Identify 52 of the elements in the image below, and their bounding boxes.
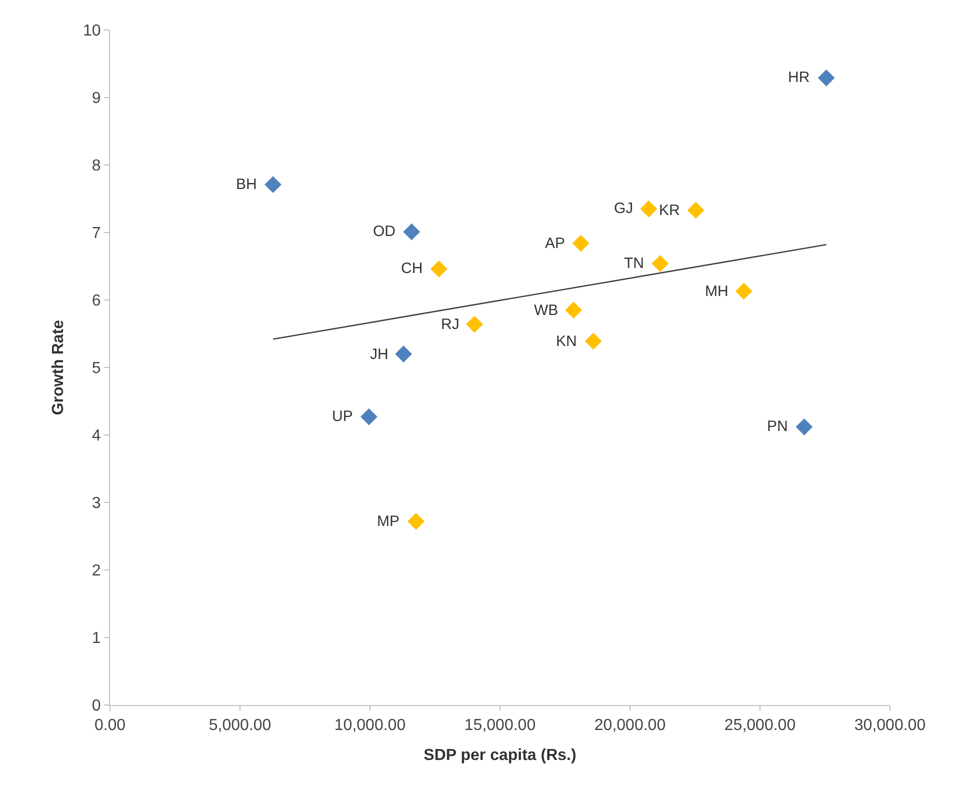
x-tick-label: 10,000.00: [334, 717, 406, 734]
annotation: WB: [534, 302, 558, 319]
point: [466, 316, 483, 333]
annotation: MP: [377, 513, 400, 530]
annotation: AP: [545, 235, 566, 252]
point: [652, 255, 669, 272]
annotation: GJ: [614, 200, 634, 217]
x-tick-label: 0.00: [94, 717, 126, 734]
annotation: KR: [659, 202, 680, 219]
point: [565, 302, 582, 319]
annotation: TN: [624, 255, 644, 272]
point: [735, 282, 752, 300]
x-tick-label: 25,000.00: [724, 717, 796, 734]
x-axis-title: SDP per capita (Rs.): [424, 746, 576, 764]
x-tick-label: 15,000.00: [464, 717, 536, 734]
point: [360, 408, 378, 426]
x-tick-label: 5,000.00: [208, 717, 272, 734]
annotation: OD: [373, 223, 396, 240]
point: [403, 223, 420, 240]
y-tick-label: 3: [92, 495, 101, 512]
annotation: MH: [705, 283, 728, 300]
y-tick-label: 10: [83, 22, 101, 40]
x-tick-label: 30,000.00: [854, 717, 926, 734]
y-tick-label: 7: [92, 225, 101, 242]
point: [796, 418, 813, 436]
annotation: CH: [401, 260, 423, 277]
annotation: RJ: [441, 316, 460, 333]
point: [640, 200, 658, 218]
y-axis-title: Growth Rate: [50, 320, 67, 416]
point: [818, 69, 835, 86]
point: [572, 234, 590, 252]
y-tick-label: 8: [92, 158, 101, 175]
x-tick-label: 20,000.00: [594, 717, 666, 734]
y-tick-label: 2: [92, 562, 101, 580]
annotation: BH: [236, 176, 257, 193]
point: [687, 202, 704, 219]
y-tick-label: 6: [92, 292, 101, 310]
annotation: HR: [788, 69, 810, 86]
annotation: KN: [556, 333, 577, 350]
y-tick-label: 4: [92, 428, 101, 445]
annotation: PN: [767, 418, 788, 435]
point: [584, 332, 602, 350]
y-tick-label: 5: [92, 360, 101, 378]
point: [395, 346, 412, 362]
annotation: JH: [370, 346, 388, 363]
y-tick-label: 1: [92, 630, 101, 648]
y-tick-label: 0: [92, 698, 101, 715]
point: [264, 176, 282, 194]
annotation: UP: [332, 408, 353, 425]
point: [408, 512, 424, 530]
y-tick-label: 9: [92, 90, 101, 108]
point: [430, 260, 448, 278]
